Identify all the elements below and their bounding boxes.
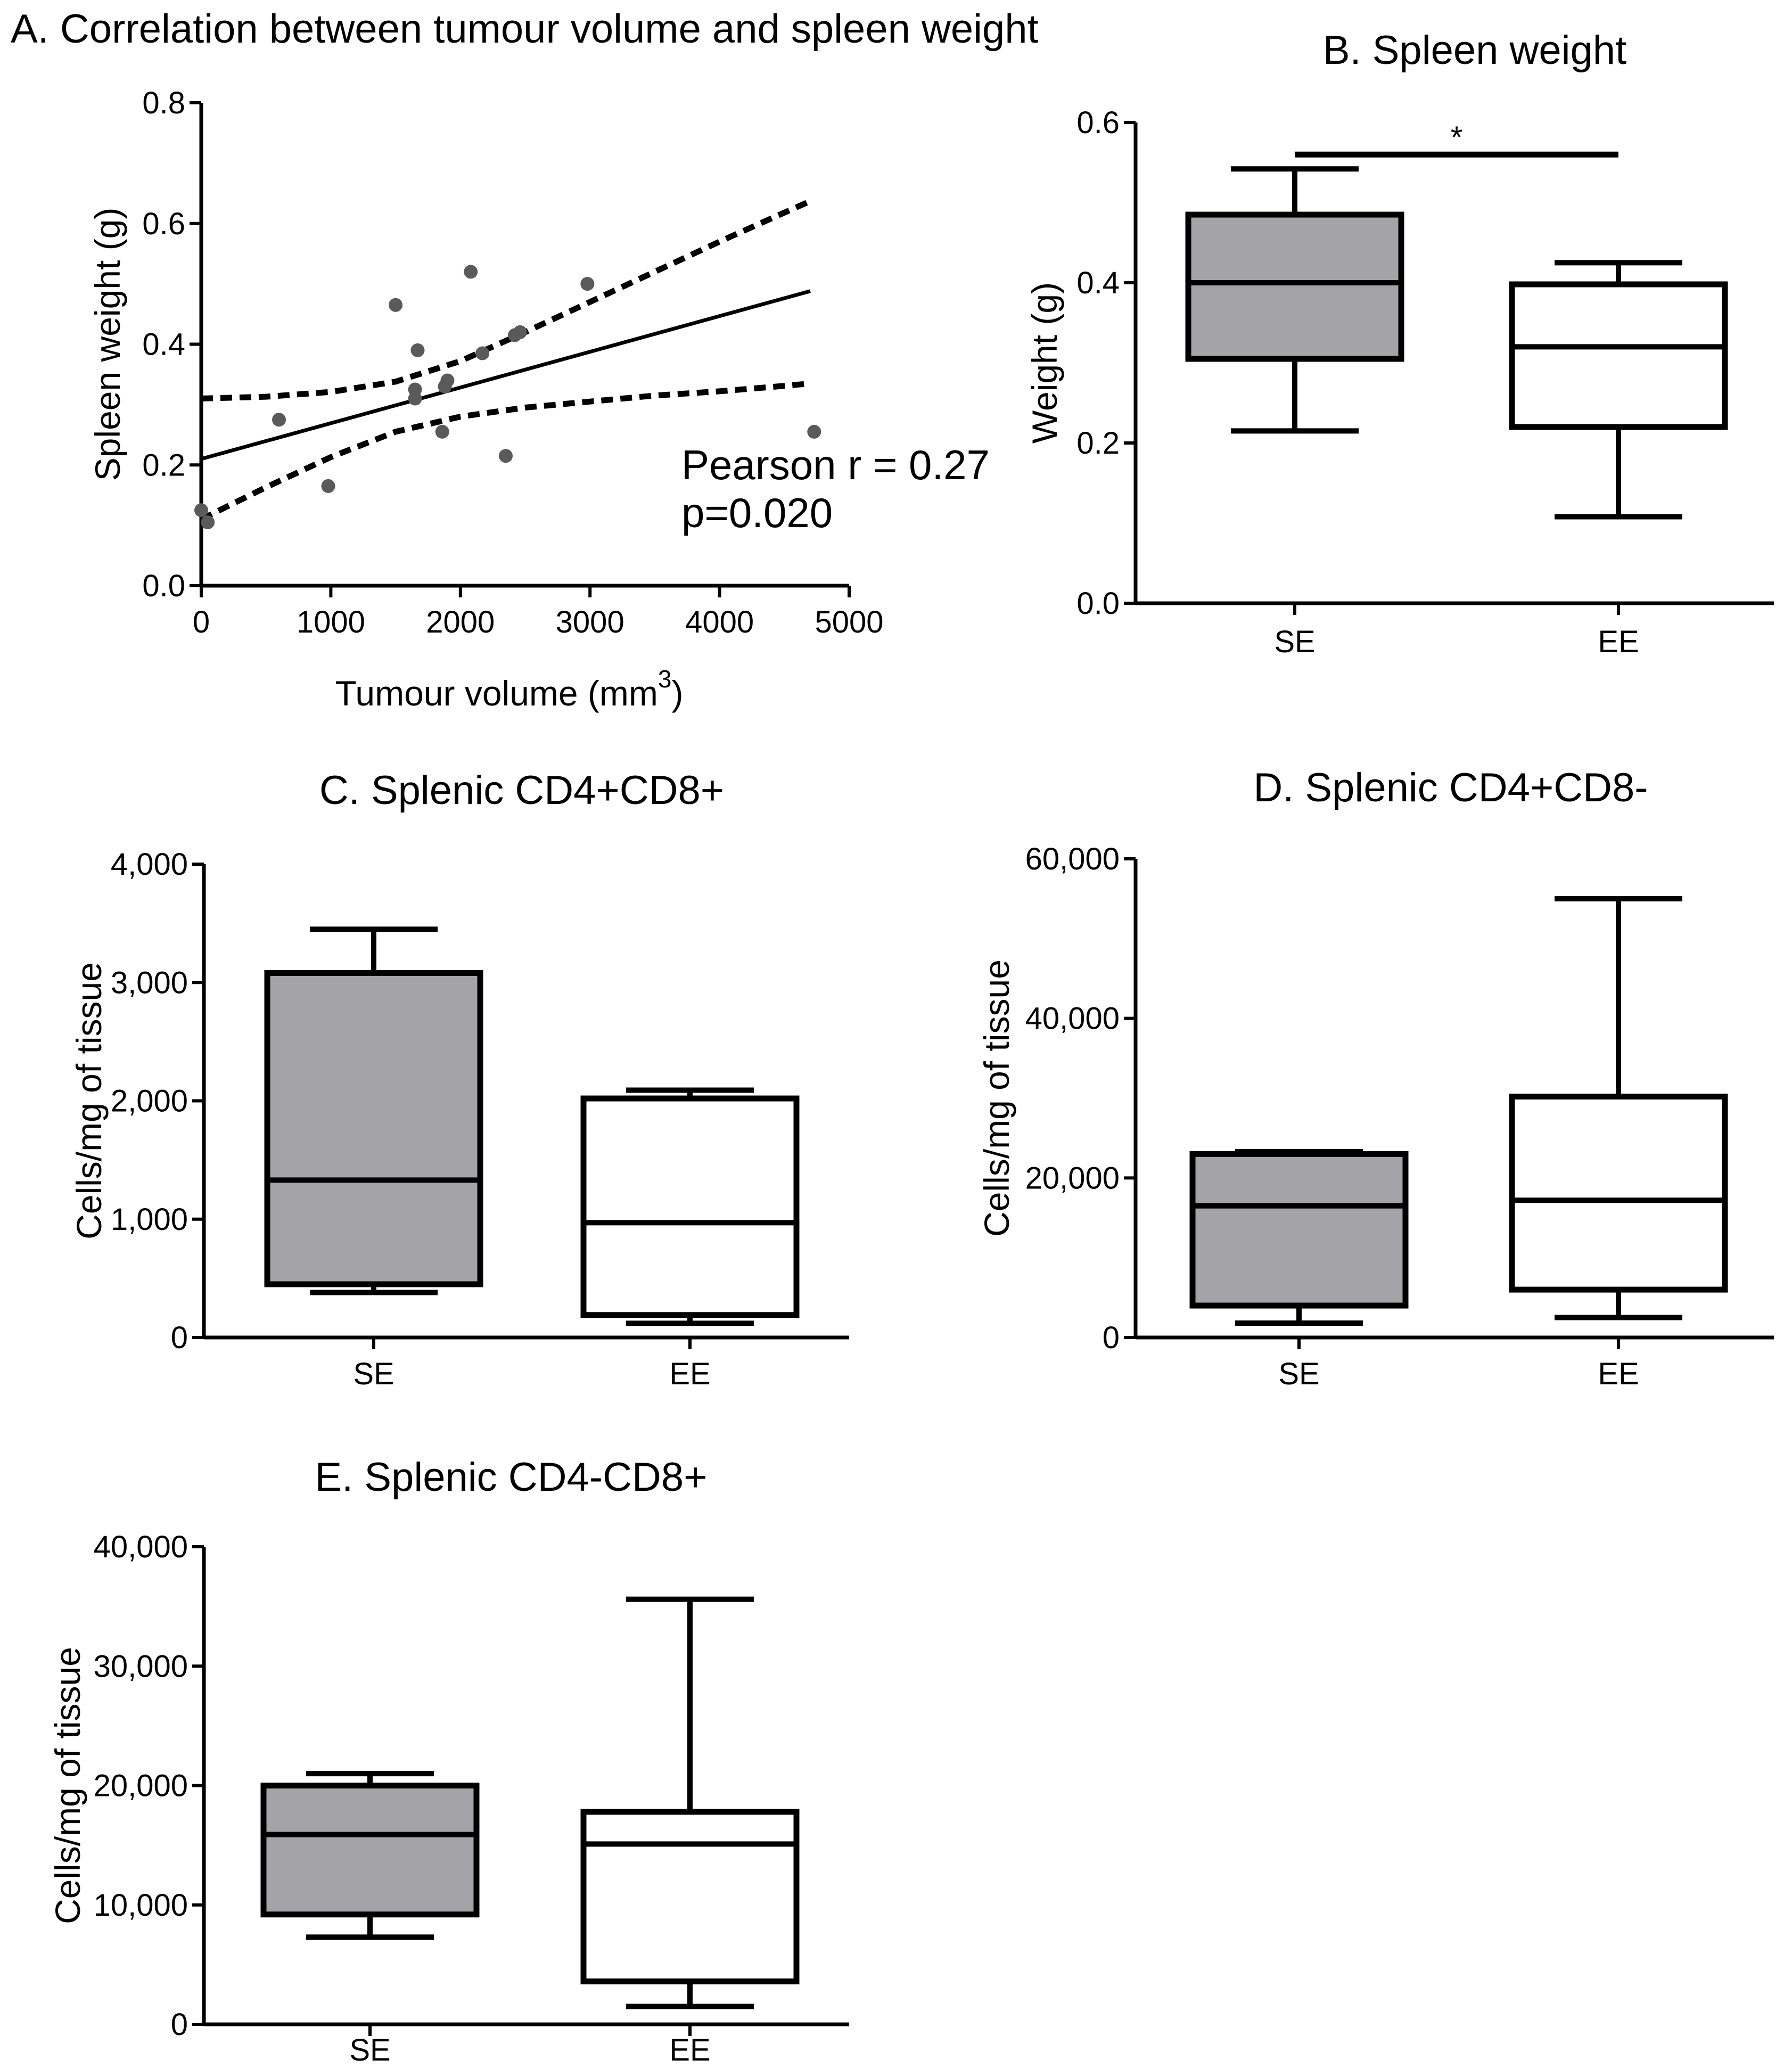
ci-upper-band [201,198,812,401]
category-label: EE [1598,1357,1639,1391]
y-axis-label: Cells/mg of tissue [69,962,109,1240]
panel-e-boxplot: E. Splenic CD4-CD8+ 0 10,000 20,000 30,000 40… [48,1455,849,2067]
y-tick-label: 20,000 [1025,1161,1120,1195]
y-tick-label: 40,000 [1025,1002,1120,1036]
box-se [1189,1151,1409,1309]
data-point [513,325,527,339]
chart-title: A. Correlation between tumour volume and… [11,6,1039,52]
chart-title: C. Splenic CD4+CD8+ [319,768,724,813]
category-label: SE [349,2033,390,2067]
y-tick-label: 0.0 [142,569,185,603]
y-axis-label: Spleen weight (g) [88,208,127,481]
y-tick-label: 0 [171,1320,188,1355]
y-tick-label: 0.6 [142,207,185,241]
y-axis-label: Cells/mg of tissue [48,1647,87,1924]
x-tick-label: 3000 [556,605,624,639]
panel-a-scatter: A. Correlation between tumour volume and… [11,6,1039,713]
box-ee [1509,281,1728,430]
data-point [321,479,335,493]
data-point [272,413,286,427]
box-ee [580,1809,800,1984]
panel-b-boxplot: B. Spleen weight 0.0 0.2 0.4 0.6 Weight (g) SE… [1025,28,1774,659]
category-label: SE [1274,625,1315,659]
y-tick-label: 0 [1103,1320,1120,1355]
chart-title: B. Spleen weight [1323,28,1626,73]
chart-title: E. Splenic CD4-CD8+ [315,1455,707,1500]
category-label: SE [353,1357,394,1391]
y-tick-label: 4,000 [111,847,188,882]
panel-c-boxplot: C. Splenic CD4+CD8+ 0 1,000 2,000 3,000 4,000… [69,768,849,1391]
category-label: EE [1598,625,1639,659]
box-se [264,970,483,1287]
y-tick-label: 0.4 [142,327,185,362]
data-point [201,515,215,529]
data-point [389,298,403,312]
data-point [580,277,595,291]
data-point [807,424,821,439]
y-tick-label: 40,000 [94,1530,188,1564]
y-tick-label: 0.0 [1076,586,1120,621]
y-tick-label: 0.6 [1076,105,1120,140]
p-value-annotation: p=0.020 [681,489,833,536]
box-ee [580,1095,800,1318]
box-se [1185,211,1404,362]
category-label: SE [1278,1357,1319,1391]
data-point [440,373,455,388]
y-tick-label: 1,000 [111,1202,188,1237]
category-label: EE [669,2033,710,2067]
y-axis-label: Cells/mg of tissue [977,959,1016,1237]
x-tick-label: 4000 [685,605,754,639]
data-point [475,346,490,360]
data-point [435,424,449,439]
y-tick-label: 60,000 [1025,842,1120,876]
pearson-annotation: Pearson r = 0.27 [681,441,990,488]
y-tick-label: 0.2 [142,448,185,482]
ci-lower-band [200,380,811,522]
x-tick-label: 0 [193,605,210,639]
data-point [498,449,513,463]
data-point [194,503,208,518]
box-ee [1509,1094,1728,1293]
data-point [410,343,425,357]
y-tick-label: 0.4 [1076,266,1120,300]
significance-star: * [1451,120,1463,155]
x-tick-label: 5000 [815,605,883,639]
y-axis-label: Weight (g) [1025,282,1064,444]
y-tick-label: 10,000 [94,1888,188,1923]
y-tick-label: 30,000 [94,1649,188,1684]
x-axis-label: Tumour volume (mm3) [335,665,684,713]
y-tick-label: 20,000 [94,1769,188,1803]
data-point [408,382,422,397]
y-tick-label: 0 [171,2007,188,2042]
data-point [464,265,478,279]
y-tick-label: 2,000 [111,1084,188,1119]
y-tick-label: 0.8 [142,86,185,120]
category-label: EE [669,1357,710,1391]
y-tick-label: 0.2 [1076,426,1120,461]
chart-title: D. Splenic CD4+CD8- [1253,765,1648,810]
y-tick-label: 3,000 [111,965,188,1000]
panel-d-boxplot: D. Splenic CD4+CD8- 0 20,000 40,000 60,000 Ce… [977,765,1774,1391]
x-tick-label: 2000 [426,605,495,639]
box-se [260,1783,480,1918]
regression-line [201,289,811,461]
x-tick-label: 1000 [297,605,365,639]
